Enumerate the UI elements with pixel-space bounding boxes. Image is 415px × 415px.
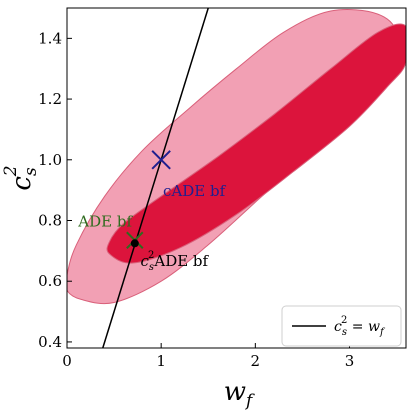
annotation-1: ADE bf xyxy=(77,213,133,231)
legend-rhs-main: w xyxy=(368,319,380,335)
marker-stroke-b xyxy=(151,150,171,170)
x-tick-label: 1 xyxy=(156,352,166,370)
y-axis-title-sub: s xyxy=(21,167,41,176)
legend-box xyxy=(281,305,402,347)
marker-cs2-ade-bf xyxy=(130,239,139,248)
y-tick-label: 1.0 xyxy=(38,151,62,169)
tick-labels: 0 1 2 3 0.4 0.6 0.8 1.0 1.2 1.4 xyxy=(38,29,354,370)
contour-inner xyxy=(106,23,406,264)
annotation-main: c xyxy=(140,252,149,270)
annotation-sub: s xyxy=(149,262,154,273)
annotation-2: cs2ADE bf xyxy=(140,250,209,273)
y-tick-label: 0.8 xyxy=(38,212,62,230)
y-tick-label: 1.2 xyxy=(38,90,62,108)
y-tick-label: 0.6 xyxy=(38,272,62,290)
plot-frame xyxy=(66,7,407,349)
y-axis-title: cs2 xyxy=(1,165,41,190)
y-axis-title-main: c xyxy=(7,176,37,191)
legend-symbol-sup: 2 xyxy=(341,315,347,326)
best-fit-markers xyxy=(126,150,171,249)
annotation-sup: 2 xyxy=(148,250,154,261)
legend: cs2 = wf xyxy=(281,305,402,347)
x-tick-label: 2 xyxy=(251,352,261,370)
axes xyxy=(66,7,407,349)
legend-rhs-sub: f xyxy=(379,327,386,338)
x-axis-title: wf xyxy=(224,377,255,411)
y-axis-title-sup: 2 xyxy=(1,165,21,177)
y-tick-label: 0.4 xyxy=(38,333,62,351)
x-axis-title-sub: f xyxy=(244,391,255,411)
identity-line-path xyxy=(102,8,209,348)
svg-text:cs2: cs2 xyxy=(1,165,41,190)
contour-regions xyxy=(67,9,406,305)
legend-relation: = xyxy=(347,319,368,335)
x-axis-title-main: w xyxy=(224,377,246,407)
legend-label: cs2 = wf xyxy=(334,315,386,338)
y-tick-label: 1.4 xyxy=(38,29,62,47)
legend-symbol-sub: s xyxy=(342,327,347,338)
x-tick-label: 0 xyxy=(62,352,72,370)
x-tick-label: 3 xyxy=(345,352,355,370)
annotation-rest: ADE bf xyxy=(153,252,209,270)
marker-cade-bf xyxy=(151,150,171,170)
identity-line xyxy=(102,8,209,348)
legend-symbol-main: c xyxy=(334,319,342,335)
annotation-0: cADE bf xyxy=(163,182,227,200)
